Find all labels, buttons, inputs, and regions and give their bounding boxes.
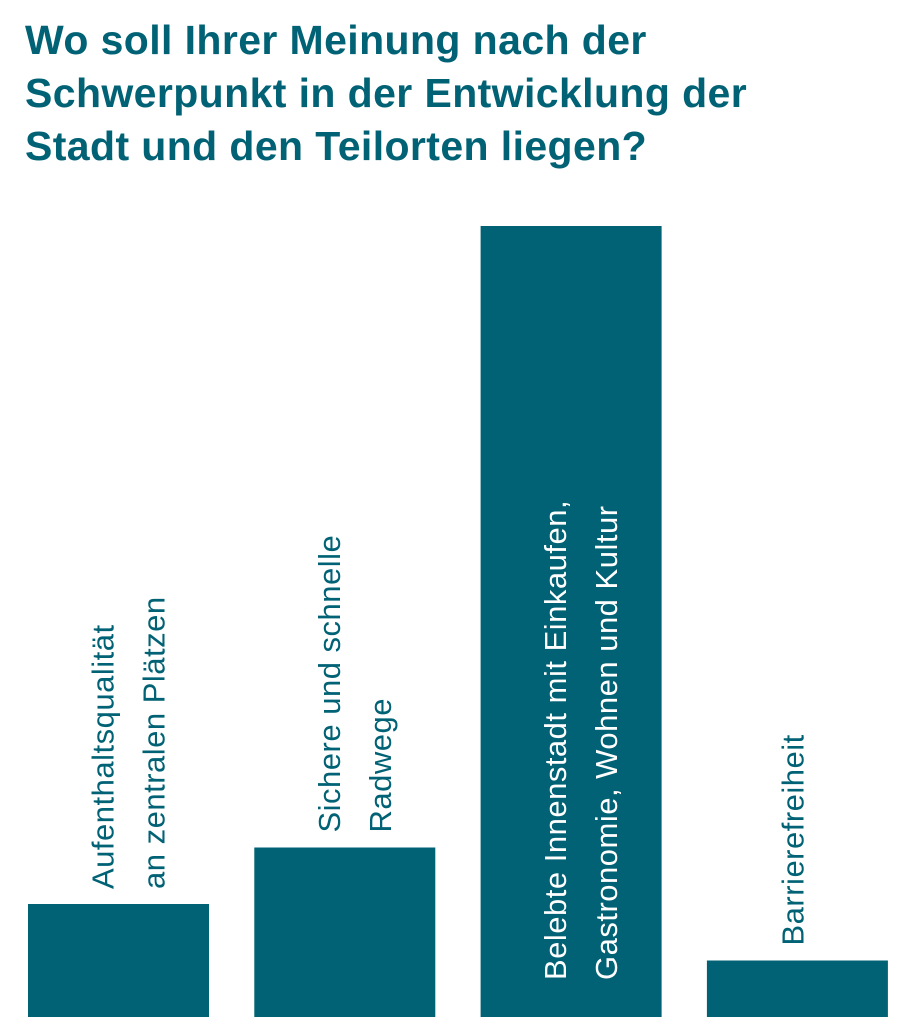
chart-title-line: Schwerpunkt in der Entwicklung der <box>25 70 748 116</box>
chart-title-line: Wo soll Ihrer Meinung nach der <box>25 17 647 63</box>
category-label: Sichere und schnelle <box>312 535 347 833</box>
category-label: Radwege <box>363 698 398 832</box>
bar <box>706 960 888 1017</box>
chart-title-line: Stadt und den Teilorten liegen? <box>25 123 648 169</box>
category-label: an zentralen Plätzen <box>137 596 172 889</box>
bar <box>28 904 209 1017</box>
category-label: Barrierefreiheit <box>775 734 810 945</box>
bar <box>480 226 662 1017</box>
category-label: Gastronomie, Wohnen und Kultur <box>589 505 624 980</box>
category-label: Aufenthaltsqualität <box>86 624 121 889</box>
chart-title: Wo soll Ihrer Meinung nach der Schwerpun… <box>25 14 747 173</box>
bar <box>254 847 436 1017</box>
category-label: Belebte Innenstadt mit Einkaufen, <box>538 500 573 980</box>
